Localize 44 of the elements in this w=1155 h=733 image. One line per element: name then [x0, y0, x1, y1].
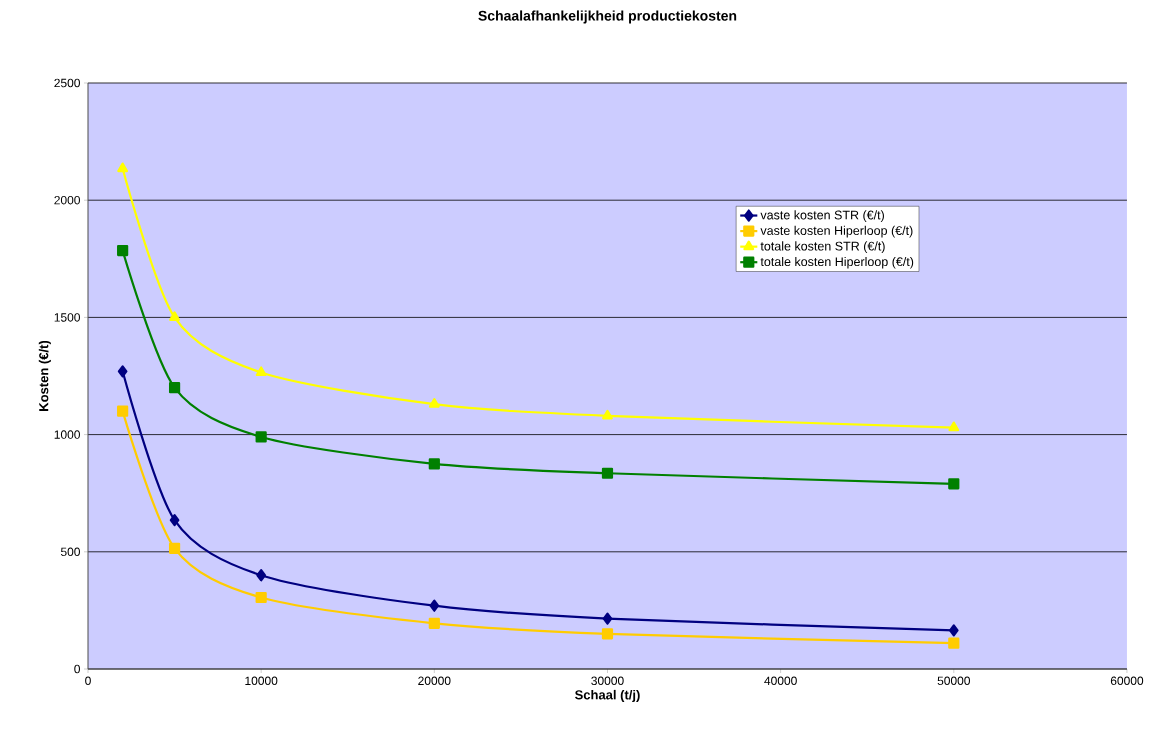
x-tick-label: 60000: [1110, 676, 1144, 686]
point: [255, 431, 267, 443]
legend-label: totale kosten Hiperloop (€/t): [760, 256, 914, 269]
point: [169, 311, 181, 321]
legend-label: vaste kosten Hiperloop (€/t): [760, 225, 913, 238]
point: [428, 398, 440, 408]
point: [602, 409, 613, 420]
point: [948, 637, 960, 649]
chart-title: Schaalafhankelijkheid productiekosten: [478, 10, 737, 24]
point: [256, 569, 267, 582]
point: [255, 591, 267, 604]
point: [428, 458, 440, 470]
x-tick-label: 10000: [245, 676, 278, 686]
point: [948, 624, 959, 637]
y-tick-label: 2000: [54, 195, 80, 205]
point: [117, 162, 129, 173]
x-tick-label: 20000: [418, 676, 451, 686]
point: [948, 421, 960, 432]
point: [168, 382, 181, 394]
point: [117, 405, 129, 417]
point: [117, 365, 128, 378]
legend-label: totale kosten STR (€/t): [760, 241, 885, 254]
y-tick-label: 0: [74, 664, 81, 674]
point: [602, 612, 613, 625]
point: [255, 366, 267, 377]
x-tick-label: 0: [85, 676, 91, 686]
x-axis-title: Schaal (t/j): [574, 689, 640, 703]
point: [601, 628, 614, 640]
point: [429, 599, 440, 612]
point: [168, 542, 181, 554]
x-tick-label: 50000: [937, 676, 971, 686]
x-tick-label: 30000: [591, 676, 624, 686]
point: [169, 514, 180, 527]
y-axis-title: Kosten (€/t): [38, 340, 51, 411]
y-tick-label: 1500: [54, 313, 80, 322]
legend-label: vaste kosten STR (€/t): [760, 210, 884, 222]
y-tick-label: 500: [60, 547, 80, 557]
y-tick-label: 1000: [54, 430, 80, 439]
point: [117, 244, 129, 257]
x-tick-label: 40000: [764, 676, 797, 686]
point: [948, 478, 960, 490]
point: [601, 467, 614, 479]
y-tick-label: 2500: [54, 78, 80, 88]
point: [428, 617, 440, 629]
